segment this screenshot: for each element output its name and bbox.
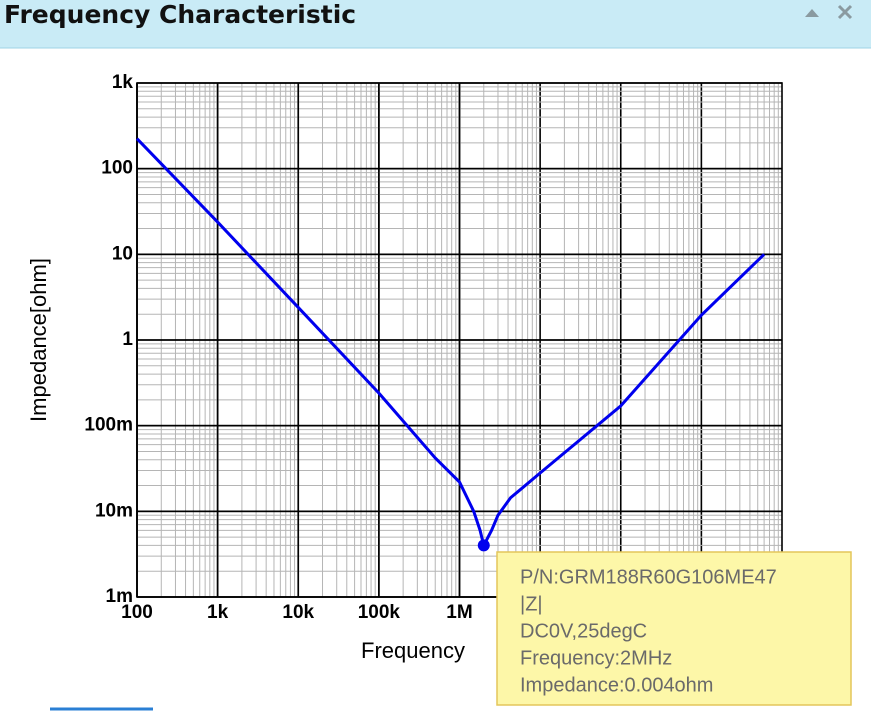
- tooltip-line: P/N:GRM188R60G106ME47: [520, 566, 777, 588]
- x-tick-label: 1k: [207, 602, 229, 623]
- hover-marker: [477, 539, 490, 552]
- tooltip-line: |Z|: [520, 593, 543, 615]
- collapse-button[interactable]: [805, 9, 819, 17]
- close-button[interactable]: [837, 4, 853, 20]
- x-tick-label: 10k: [282, 602, 314, 623]
- y-tick-label: 10: [112, 243, 133, 264]
- tooltip-line: Impedance:0.004ohm: [520, 674, 713, 696]
- x-tick-label: 1M: [446, 602, 472, 623]
- y-tick-label: 10m: [95, 500, 133, 521]
- x-tick-label: 100: [121, 602, 153, 623]
- y-tick-label: 1k: [112, 72, 134, 93]
- y-tick-label: 100m: [84, 415, 133, 436]
- x-tick-label: 100k: [358, 602, 401, 623]
- y-tick-label: 100: [101, 158, 133, 179]
- y-axis-label: Impedance[ohm]: [26, 258, 51, 422]
- tooltip: P/N:GRM188R60G106ME47 |Z| DC0V,25degC Frequ…: [496, 551, 852, 706]
- header-bar: [0, 0, 871, 48]
- plot: 100 1k 10k 100k 1M 1m 10m 100m 1 10 100 1k: [84, 72, 783, 623]
- x-axis-label: Frequency: [361, 638, 465, 663]
- plot-border: [136, 82, 783, 598]
- tooltip-box: [496, 551, 852, 706]
- tooltip-line: DC0V,25degC: [520, 620, 647, 642]
- y-tick-label: 1m: [106, 586, 133, 607]
- y-tick-label: 1: [122, 329, 133, 350]
- tooltip-line: Frequency:2MHz: [520, 647, 672, 669]
- window-title: Frequency Characteristic: [4, 0, 356, 29]
